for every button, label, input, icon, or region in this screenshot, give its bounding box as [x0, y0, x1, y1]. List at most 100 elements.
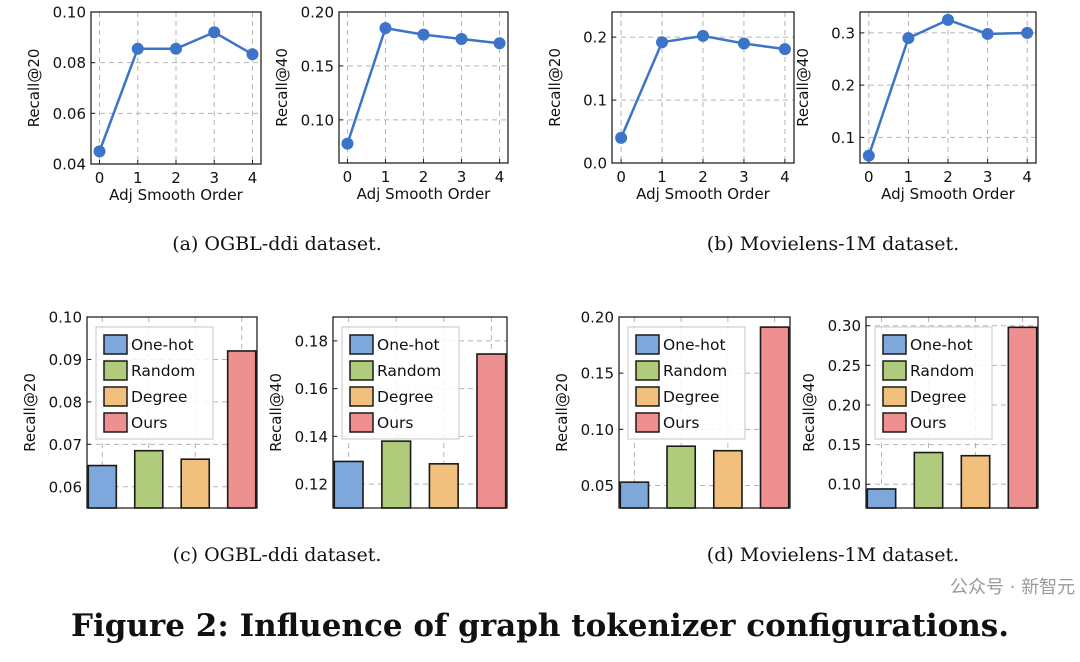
data-point: [379, 22, 392, 35]
data-point: [862, 149, 875, 162]
y-axis-label: Recall@20: [553, 373, 571, 452]
bar-degree: [180, 458, 211, 509]
bar-ours: [476, 353, 507, 509]
bar-one-hot: [619, 481, 650, 509]
data-point: [778, 43, 791, 56]
legend-label: Ours: [377, 414, 413, 432]
caption-d: (d) Movielens-1M dataset.: [706, 544, 960, 566]
data-point: [1021, 26, 1034, 39]
legend-swatch: [882, 334, 907, 355]
bar-degree: [428, 463, 459, 509]
y-tick-label: 0.16: [295, 380, 328, 398]
axes-frame: [338, 11, 509, 164]
subplot-c-recall-20: 0.06 0.07 0.08 0.09 0.10 Recall@20 One-hot Rand…: [21, 309, 258, 509]
axes-frame: [90, 11, 262, 165]
axes-frame: [859, 11, 1037, 164]
data-point: [656, 36, 669, 49]
y-tick-label: 0.25: [828, 357, 861, 375]
x-tick-label: 0: [616, 168, 626, 186]
y-tick-label: 0.20: [581, 309, 614, 327]
legend-label: One-hot: [910, 336, 973, 354]
legend-label: Ours: [131, 414, 167, 432]
legend-swatch: [635, 360, 660, 381]
subplot-a-recall-20: 0.04 0.06 0.08 0.10 0 1 2 3 4 Recall@20 Adj Smooth…: [25, 4, 262, 204]
y-tick-label: 0.0: [583, 155, 607, 173]
legend-swatch: [349, 386, 374, 407]
legend-swatch: [635, 386, 660, 407]
axes-frame: [865, 316, 1039, 509]
legend-label: Degree: [377, 388, 433, 406]
x-tick-label: 1: [381, 168, 391, 186]
legend-swatch: [349, 412, 374, 433]
legend-swatch: [103, 386, 128, 407]
x-tick-label: 4: [248, 169, 258, 187]
legend-label: Random: [131, 362, 195, 380]
y-tick-label: 0.08: [53, 54, 86, 72]
data-point: [942, 13, 954, 26]
axes-frame: [86, 316, 258, 509]
y-tick-label: 0.07: [49, 436, 82, 454]
axes-frame: [618, 316, 791, 509]
x-tick-label: 4: [1022, 168, 1032, 186]
data-point: [455, 32, 468, 45]
data-point: [737, 37, 750, 50]
y-tick-label: 0.08: [49, 393, 82, 411]
legend-label: One-hot: [663, 336, 726, 354]
y-axis-label: Recall@40: [267, 373, 285, 452]
watermark: 公众号 · 新智元: [950, 577, 1076, 598]
y-tick-label: 0.3: [831, 24, 855, 42]
x-tick-label: 2: [943, 168, 953, 186]
y-tick-label: 0.10: [301, 111, 334, 129]
x-tick-label: 1: [904, 168, 914, 186]
bar-degree: [960, 454, 991, 509]
bar-random: [133, 449, 164, 509]
legend-label: Random: [910, 362, 974, 380]
bar-one-hot: [333, 460, 364, 509]
legend-label: Ours: [910, 414, 946, 432]
subplot-c-recall-40: 0.12 0.14 0.16 0.18 Recall@40 One-hot Random De…: [267, 316, 508, 509]
legend-label: Degree: [131, 388, 187, 406]
y-axis-label: Recall@20: [21, 373, 39, 452]
y-tick-label: 0.18: [295, 332, 328, 350]
legend-label: One-hot: [377, 336, 440, 354]
legend-swatch: [103, 412, 128, 433]
data-point: [615, 131, 628, 144]
y-tick-label: 0.06: [49, 478, 82, 496]
y-tick-label: 0.12: [295, 476, 328, 494]
y-tick-label: 0.2: [583, 29, 607, 47]
x-axis-label: Adj Smooth Order: [357, 185, 492, 203]
y-axis-label: Recall@40: [273, 48, 291, 127]
y-tick-label: 0.20: [301, 4, 334, 22]
data-point: [697, 29, 709, 42]
legend-swatch: [882, 360, 907, 381]
x-tick-label: 0: [95, 169, 105, 187]
x-tick-label: 3: [739, 168, 749, 186]
bar-random: [666, 445, 697, 509]
bar-degree: [712, 449, 743, 509]
data-point: [131, 42, 144, 55]
y-tick-label: 0.06: [53, 105, 86, 123]
y-tick-label: 0.04: [53, 156, 86, 174]
bar-random: [913, 451, 944, 509]
bar-ours: [759, 326, 790, 509]
legend-swatch: [349, 334, 374, 355]
x-tick-label: 2: [419, 168, 429, 186]
x-tick-label: 0: [343, 168, 353, 186]
subplot-b-recall-40: 0.1 0.2 0.3 0 1 2 3 4 Recall@40 Adj Smooth Order: [794, 11, 1037, 203]
data-point: [170, 42, 182, 55]
legend-swatch: [882, 386, 907, 407]
x-tick-label: 2: [171, 169, 181, 187]
legend-swatch: [635, 412, 660, 433]
bar-one-hot: [87, 464, 118, 509]
legend-label: One-hot: [131, 336, 194, 354]
x-tick-label: 4: [780, 168, 790, 186]
axes-frame: [611, 11, 795, 164]
y-axis-label: Recall@20: [25, 49, 43, 128]
data-point: [208, 26, 221, 39]
y-tick-label: 0.14: [295, 428, 328, 446]
y-tick-label: 0.15: [828, 436, 861, 454]
subplot-d-recall-40: 0.10 0.15 0.20 0.25 0.30 Recall@40 One-hot Rand…: [800, 316, 1039, 509]
axes-frame: [332, 316, 508, 509]
y-tick-label: 0.10: [581, 421, 614, 439]
